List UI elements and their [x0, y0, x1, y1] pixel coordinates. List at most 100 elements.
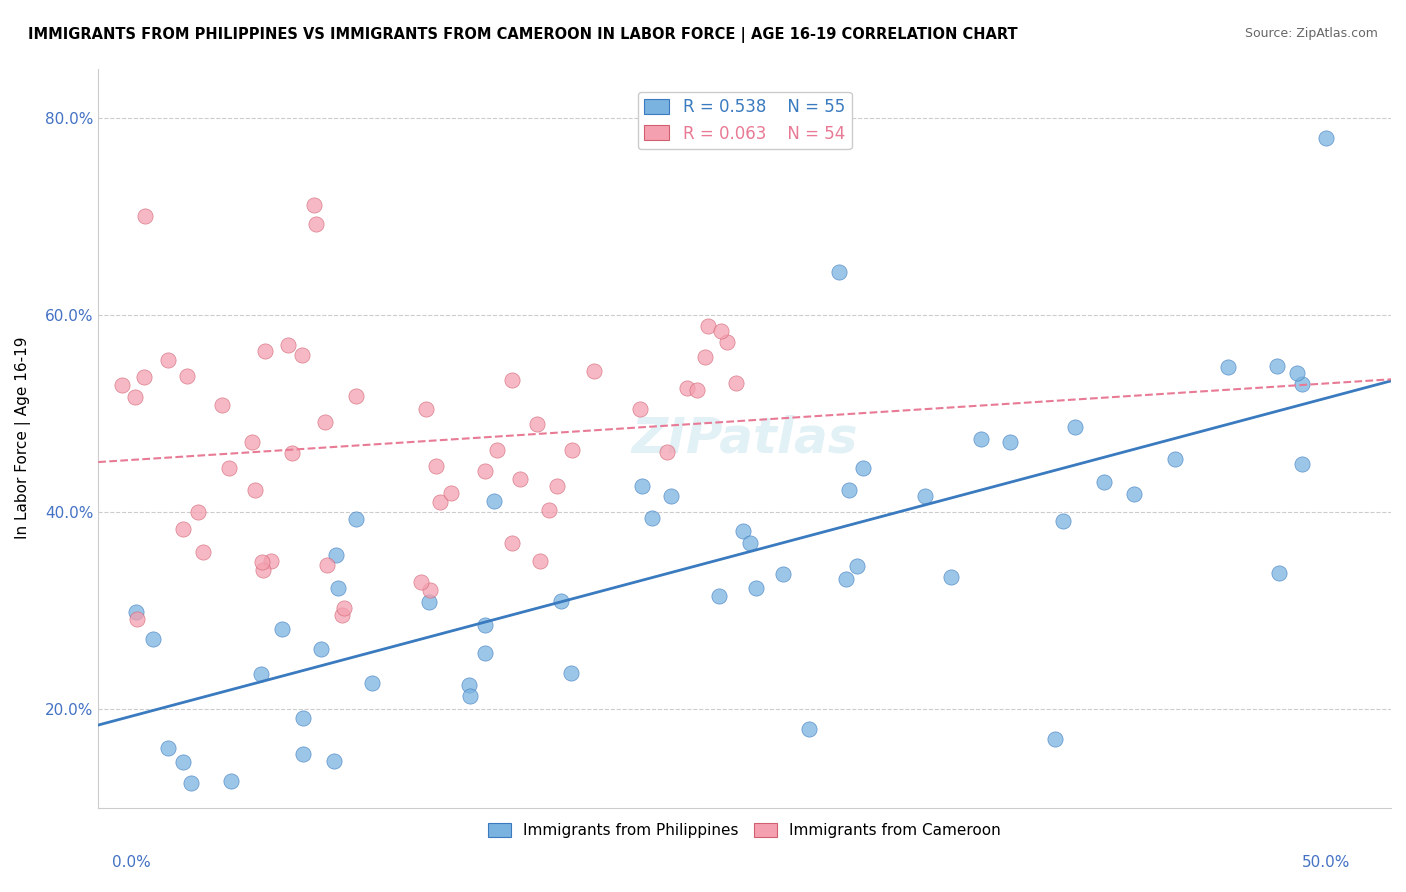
Point	[1164, 451, 1187, 466]
Point	[846, 558, 869, 573]
Text: IMMIGRANTS FROM PHILIPPINES VS IMMIGRANTS FROM CAMEROON IN LABOR FORCE | AGE 16-: IMMIGRANTS FROM PHILIPPINES VS IMMIGRANT…	[28, 27, 1018, 43]
Point	[641, 511, 664, 525]
Point	[744, 581, 766, 595]
Point	[1286, 366, 1309, 380]
Point	[333, 601, 356, 615]
Point	[253, 343, 276, 358]
Point	[686, 384, 709, 398]
Point	[1291, 376, 1313, 391]
Point	[250, 555, 273, 569]
Point	[218, 461, 240, 475]
Point	[172, 755, 194, 769]
Point	[474, 646, 496, 660]
Point	[501, 373, 523, 387]
Point	[486, 443, 509, 458]
Point	[271, 622, 294, 636]
Point	[835, 572, 858, 586]
Point	[458, 689, 481, 703]
Point	[134, 210, 156, 224]
Text: Source: ZipAtlas.com: Source: ZipAtlas.com	[1244, 27, 1378, 40]
Point	[260, 554, 283, 568]
Point	[1092, 475, 1115, 490]
Point	[180, 776, 202, 790]
Point	[659, 489, 682, 503]
Point	[628, 402, 651, 417]
Point	[550, 594, 572, 608]
Point	[211, 398, 233, 412]
Point	[970, 432, 993, 446]
Point	[799, 722, 821, 736]
Point	[1122, 487, 1144, 501]
Point	[418, 595, 440, 609]
Point	[546, 479, 568, 493]
Point	[697, 318, 720, 333]
Point	[529, 554, 551, 568]
Point	[501, 536, 523, 550]
Point	[157, 353, 180, 368]
Point	[328, 581, 350, 595]
Point	[509, 472, 531, 486]
Point	[537, 503, 560, 517]
Point	[111, 377, 134, 392]
Point	[252, 563, 274, 577]
Point	[305, 217, 328, 231]
Point	[630, 478, 652, 492]
Point	[361, 676, 384, 690]
Point	[474, 618, 496, 632]
Point	[852, 460, 875, 475]
Point	[1216, 360, 1239, 375]
Point	[411, 574, 433, 589]
Y-axis label: In Labor Force | Age 16-19: In Labor Force | Age 16-19	[15, 337, 31, 540]
Text: ZIPatlas: ZIPatlas	[631, 414, 858, 462]
Point	[280, 445, 302, 459]
Point	[526, 417, 548, 432]
Point	[187, 505, 209, 519]
Point	[309, 642, 332, 657]
Point	[291, 711, 314, 725]
Point	[724, 376, 747, 390]
Point	[176, 368, 198, 383]
Point	[132, 370, 155, 384]
Point	[219, 773, 242, 788]
Point	[250, 666, 273, 681]
Point	[425, 458, 447, 473]
Point	[474, 464, 496, 478]
Point	[838, 483, 860, 498]
Point	[709, 590, 731, 604]
Point	[738, 535, 761, 549]
Point	[1291, 457, 1313, 471]
Text: 0.0%: 0.0%	[112, 855, 152, 870]
Point	[693, 350, 716, 364]
Point	[582, 364, 605, 378]
Point	[157, 741, 180, 756]
Point	[1268, 566, 1291, 580]
Point	[998, 435, 1021, 450]
Point	[330, 608, 353, 623]
Point	[429, 494, 451, 508]
Point	[439, 486, 461, 500]
Point	[675, 381, 697, 395]
Point	[1052, 514, 1074, 528]
Point	[710, 325, 733, 339]
Point	[344, 512, 367, 526]
Point	[1043, 731, 1066, 746]
Point	[561, 443, 583, 458]
Point	[560, 665, 582, 680]
Point	[415, 402, 437, 417]
Point	[1265, 359, 1288, 374]
Point	[304, 197, 326, 211]
Point	[482, 493, 505, 508]
Point	[323, 754, 346, 768]
Point	[240, 435, 263, 450]
Point	[1315, 130, 1337, 145]
Point	[419, 582, 441, 597]
Point	[731, 524, 754, 539]
Point	[316, 558, 339, 572]
Point	[772, 567, 794, 582]
Point	[124, 390, 146, 404]
Point	[277, 337, 299, 351]
Point	[655, 445, 678, 459]
Point	[291, 747, 314, 762]
Point	[1064, 420, 1087, 434]
Point	[142, 632, 165, 647]
